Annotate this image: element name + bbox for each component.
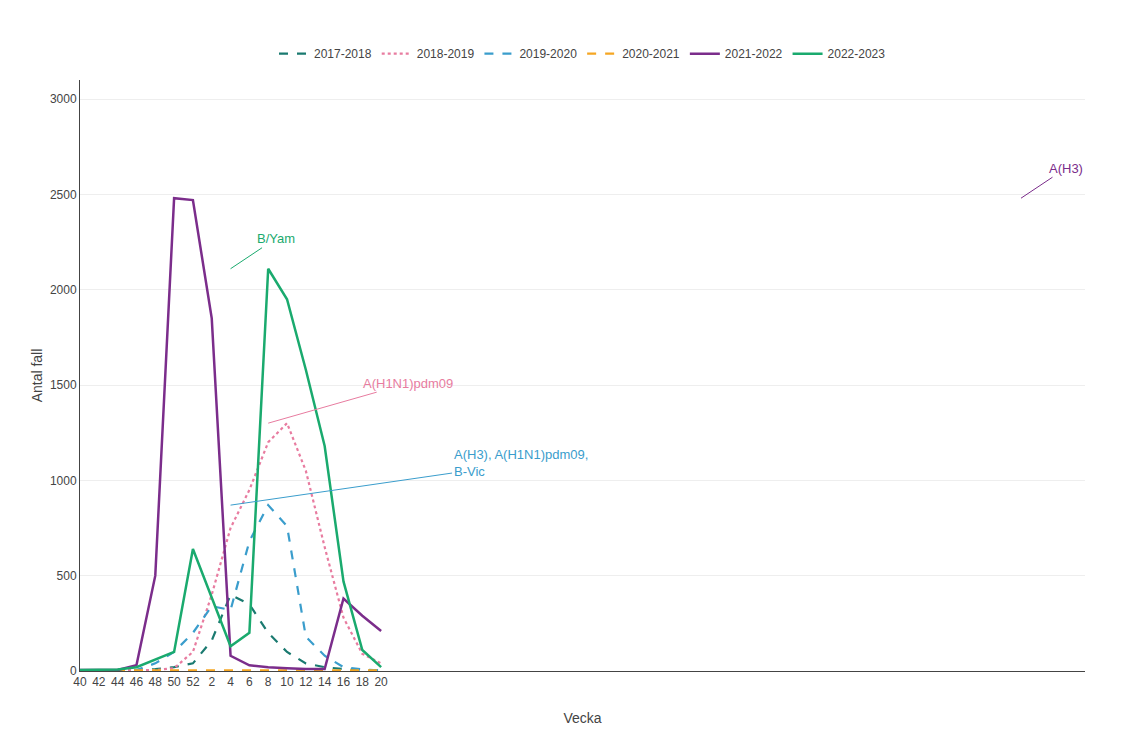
svg-text:50: 50: [167, 675, 181, 689]
svg-text:14: 14: [318, 675, 332, 689]
svg-text:18: 18: [356, 675, 370, 689]
svg-text:12: 12: [299, 675, 313, 689]
svg-text:A(H3): A(H3): [1049, 161, 1083, 176]
svg-text:0: 0: [70, 664, 77, 678]
svg-text:10: 10: [280, 675, 294, 689]
svg-text:2500: 2500: [50, 188, 77, 202]
svg-text:2022-2023: 2022-2023: [828, 47, 886, 61]
svg-text:1500: 1500: [50, 378, 77, 392]
svg-text:3000: 3000: [50, 92, 77, 106]
svg-text:44: 44: [111, 675, 125, 689]
svg-text:42: 42: [92, 675, 106, 689]
svg-text:A(H1N1)pdm09: A(H1N1)pdm09: [363, 376, 453, 391]
svg-text:2021-2022: 2021-2022: [725, 47, 783, 61]
svg-text:46: 46: [130, 675, 144, 689]
svg-text:6: 6: [246, 675, 253, 689]
svg-text:40: 40: [73, 675, 87, 689]
svg-text:Antal fall: Antal fall: [29, 349, 45, 403]
svg-text:1000: 1000: [50, 474, 77, 488]
svg-text:52: 52: [186, 675, 200, 689]
svg-text:Vecka: Vecka: [563, 710, 601, 726]
svg-text:2: 2: [208, 675, 215, 689]
svg-text:48: 48: [149, 675, 163, 689]
svg-text:4: 4: [227, 675, 234, 689]
svg-text:A(H3), A(H1N1)pdm09,B-Vic: A(H3), A(H1N1)pdm09,B-Vic: [454, 447, 588, 479]
svg-text:2000: 2000: [50, 283, 77, 297]
svg-text:2020-2021: 2020-2021: [622, 47, 680, 61]
svg-text:8: 8: [265, 675, 272, 689]
svg-text:500: 500: [57, 569, 77, 583]
svg-text:B/Yam: B/Yam: [257, 231, 295, 246]
svg-text:2018-2019: 2018-2019: [417, 47, 475, 61]
svg-text:2019-2020: 2019-2020: [519, 47, 577, 61]
svg-text:16: 16: [337, 675, 351, 689]
svg-text:20: 20: [374, 675, 388, 689]
svg-text:2017-2018: 2017-2018: [314, 47, 372, 61]
